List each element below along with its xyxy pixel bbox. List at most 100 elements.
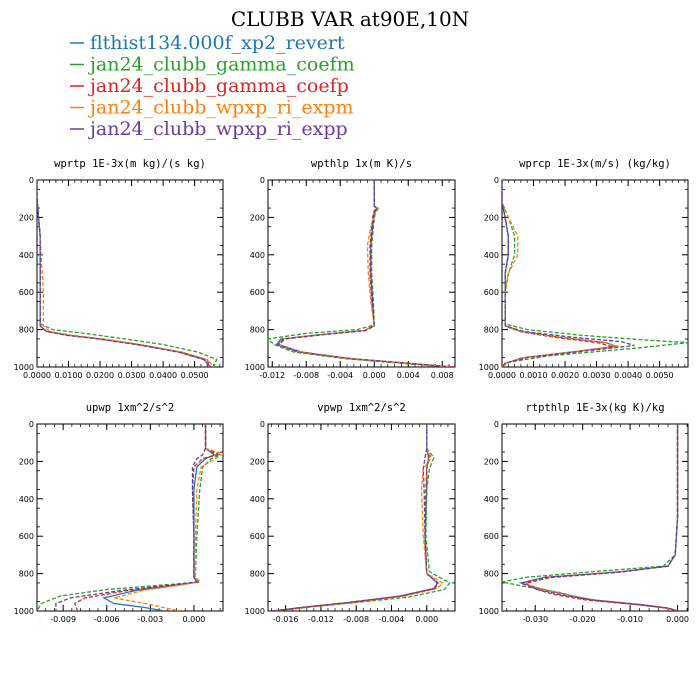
panel-title: vpwp 1xm^2/s^2: [317, 402, 406, 414]
series-line: [277, 180, 455, 367]
y-tick-label: 200: [19, 213, 34, 222]
series-line: [73, 424, 219, 611]
y-tick-label: 600: [250, 288, 265, 297]
figure-title: CLUBB VAR at90E,10N: [231, 7, 469, 31]
y-tick-label: 200: [250, 213, 265, 222]
x-tick-label: 0.000: [182, 615, 205, 624]
panel-6: rtpthlp 1E-3x(kg K)/kg 0 200 400 600 800 1000 -…: [479, 402, 689, 624]
y-tick-label: 1000: [479, 363, 499, 372]
x-tick-label: 0.0200: [86, 371, 114, 380]
x-tick-label: -0.010: [617, 615, 643, 624]
series-group: [268, 180, 455, 367]
series-line: [502, 180, 619, 367]
series-group: [272, 424, 451, 611]
series-line: [518, 424, 679, 611]
x-tick-label: 0.0020: [551, 371, 579, 380]
panel-1: wprtp 1E-3x(m kg)/(s kg) 0 200 400 600 800 100…: [14, 158, 224, 380]
plot-frame: [36, 179, 224, 368]
x-tick-label: 0.000: [666, 615, 689, 624]
y-tick-label: 1000: [245, 363, 265, 372]
x-tick-label: -0.004: [379, 615, 405, 624]
series-line: [502, 180, 635, 367]
x-tick-label: 0.0100: [55, 371, 83, 380]
panel-title: wprcp 1E-3x(m/s) (kg/kg): [519, 158, 671, 170]
y-tick-label: 800: [19, 570, 34, 579]
x-tick-label: -0.008: [343, 615, 369, 624]
y-tick-label: 200: [250, 457, 265, 466]
y-tick-label: 800: [250, 570, 265, 579]
x-tick-label: 0.008: [431, 371, 454, 380]
y-tick-label: 400: [484, 495, 499, 504]
y-tick-label: 800: [484, 326, 499, 335]
x-tick-label: -0.008: [293, 371, 319, 380]
x-tick-label: 0.004: [397, 371, 420, 380]
legend-label: flthist134.000f_xp2_revert: [90, 32, 345, 54]
legend-entry: jan24_clubb_wpxp_ri_expp: [70, 118, 348, 140]
series-line: [274, 424, 444, 611]
y-tick-label: 400: [250, 251, 265, 260]
series-line: [37, 180, 218, 367]
plot-frame: [501, 179, 689, 368]
x-tick-label: -0.004: [327, 371, 353, 380]
series-line: [518, 424, 679, 611]
plot-frame: [267, 423, 456, 612]
x-tick-label: 0.000: [415, 615, 438, 624]
series-group: [502, 180, 688, 367]
y-tick-label: 600: [484, 288, 499, 297]
y-tick-label: 0: [494, 420, 499, 429]
legend-label: jan24_clubb_wpxp_ri_expp: [88, 118, 348, 140]
series-line: [273, 424, 440, 611]
series-line: [277, 180, 451, 367]
series-line: [55, 424, 207, 611]
y-tick-label: 800: [250, 326, 265, 335]
series-line: [275, 180, 451, 367]
x-tick-label: 0.0000: [23, 371, 51, 380]
legend: flthist134.000f_xp2_revertjan24_clubb_ga…: [70, 32, 355, 140]
plot-frame: [501, 423, 689, 612]
series-line: [37, 424, 222, 611]
series-line: [277, 180, 451, 367]
y-tick-label: 600: [19, 532, 34, 541]
legend-entry: jan24_clubb_wpxp_ri_expm: [70, 97, 354, 119]
y-tick-label: 800: [19, 326, 34, 335]
x-tick-label: 0.0000: [488, 371, 516, 380]
panel-title: wpthlp 1x(m K)/s: [311, 158, 412, 170]
series-line: [113, 424, 223, 611]
panel-5: vpwp 1xm^2/s^2 0 200 400 600 800 1000 -0.016 -0.…: [245, 402, 456, 624]
x-tick-label: -0.030: [522, 615, 548, 624]
y-tick-label: 400: [484, 251, 499, 260]
x-tick-label: 0.0010: [520, 371, 548, 380]
y-tick-label: 600: [484, 532, 499, 541]
plot-frame: [267, 179, 456, 368]
legend-label: jan24_clubb_gamma_coefm: [88, 54, 355, 76]
x-tick-label: 0.0050: [646, 371, 674, 380]
x-tick-label: 0.0040: [614, 371, 642, 380]
series-group: [37, 424, 223, 611]
series-group: [502, 424, 679, 611]
y-tick-label: 400: [250, 495, 265, 504]
plot-frame: [36, 423, 224, 612]
legend-label: jan24_clubb_gamma_coefp: [88, 75, 349, 97]
series-group: [37, 180, 218, 367]
x-tick-label: 0.000: [363, 371, 386, 380]
y-tick-label: 0: [260, 176, 265, 185]
y-tick-label: 1000: [479, 607, 499, 616]
panel-2: wpthlp 1x(m K)/s02004006008001000-0.012-…: [245, 158, 456, 380]
panel-title: wprtp 1E-3x(m kg)/(s kg): [54, 158, 206, 170]
y-tick-label: 1000: [14, 607, 34, 616]
panel-title: upwp 1xm^2/s^2: [86, 402, 175, 414]
panel-title: rtpthlp 1E-3x(kg K)/kg: [525, 402, 664, 414]
x-tick-label: -0.012: [259, 371, 285, 380]
x-tick-label: 0.0300: [118, 371, 146, 380]
y-tick-label: 800: [484, 570, 499, 579]
series-line: [502, 180, 613, 367]
panel-4: upwp 1xm^2/s^2 0 200 400 600 800 1000 -0.009 -0.…: [14, 402, 224, 624]
y-tick-label: 200: [484, 213, 499, 222]
y-tick-label: 200: [484, 457, 499, 466]
y-tick-label: 600: [19, 288, 34, 297]
series-line: [524, 424, 679, 611]
series-line: [272, 424, 439, 611]
x-tick-label: -0.016: [273, 615, 299, 624]
y-tick-label: 400: [19, 251, 34, 260]
